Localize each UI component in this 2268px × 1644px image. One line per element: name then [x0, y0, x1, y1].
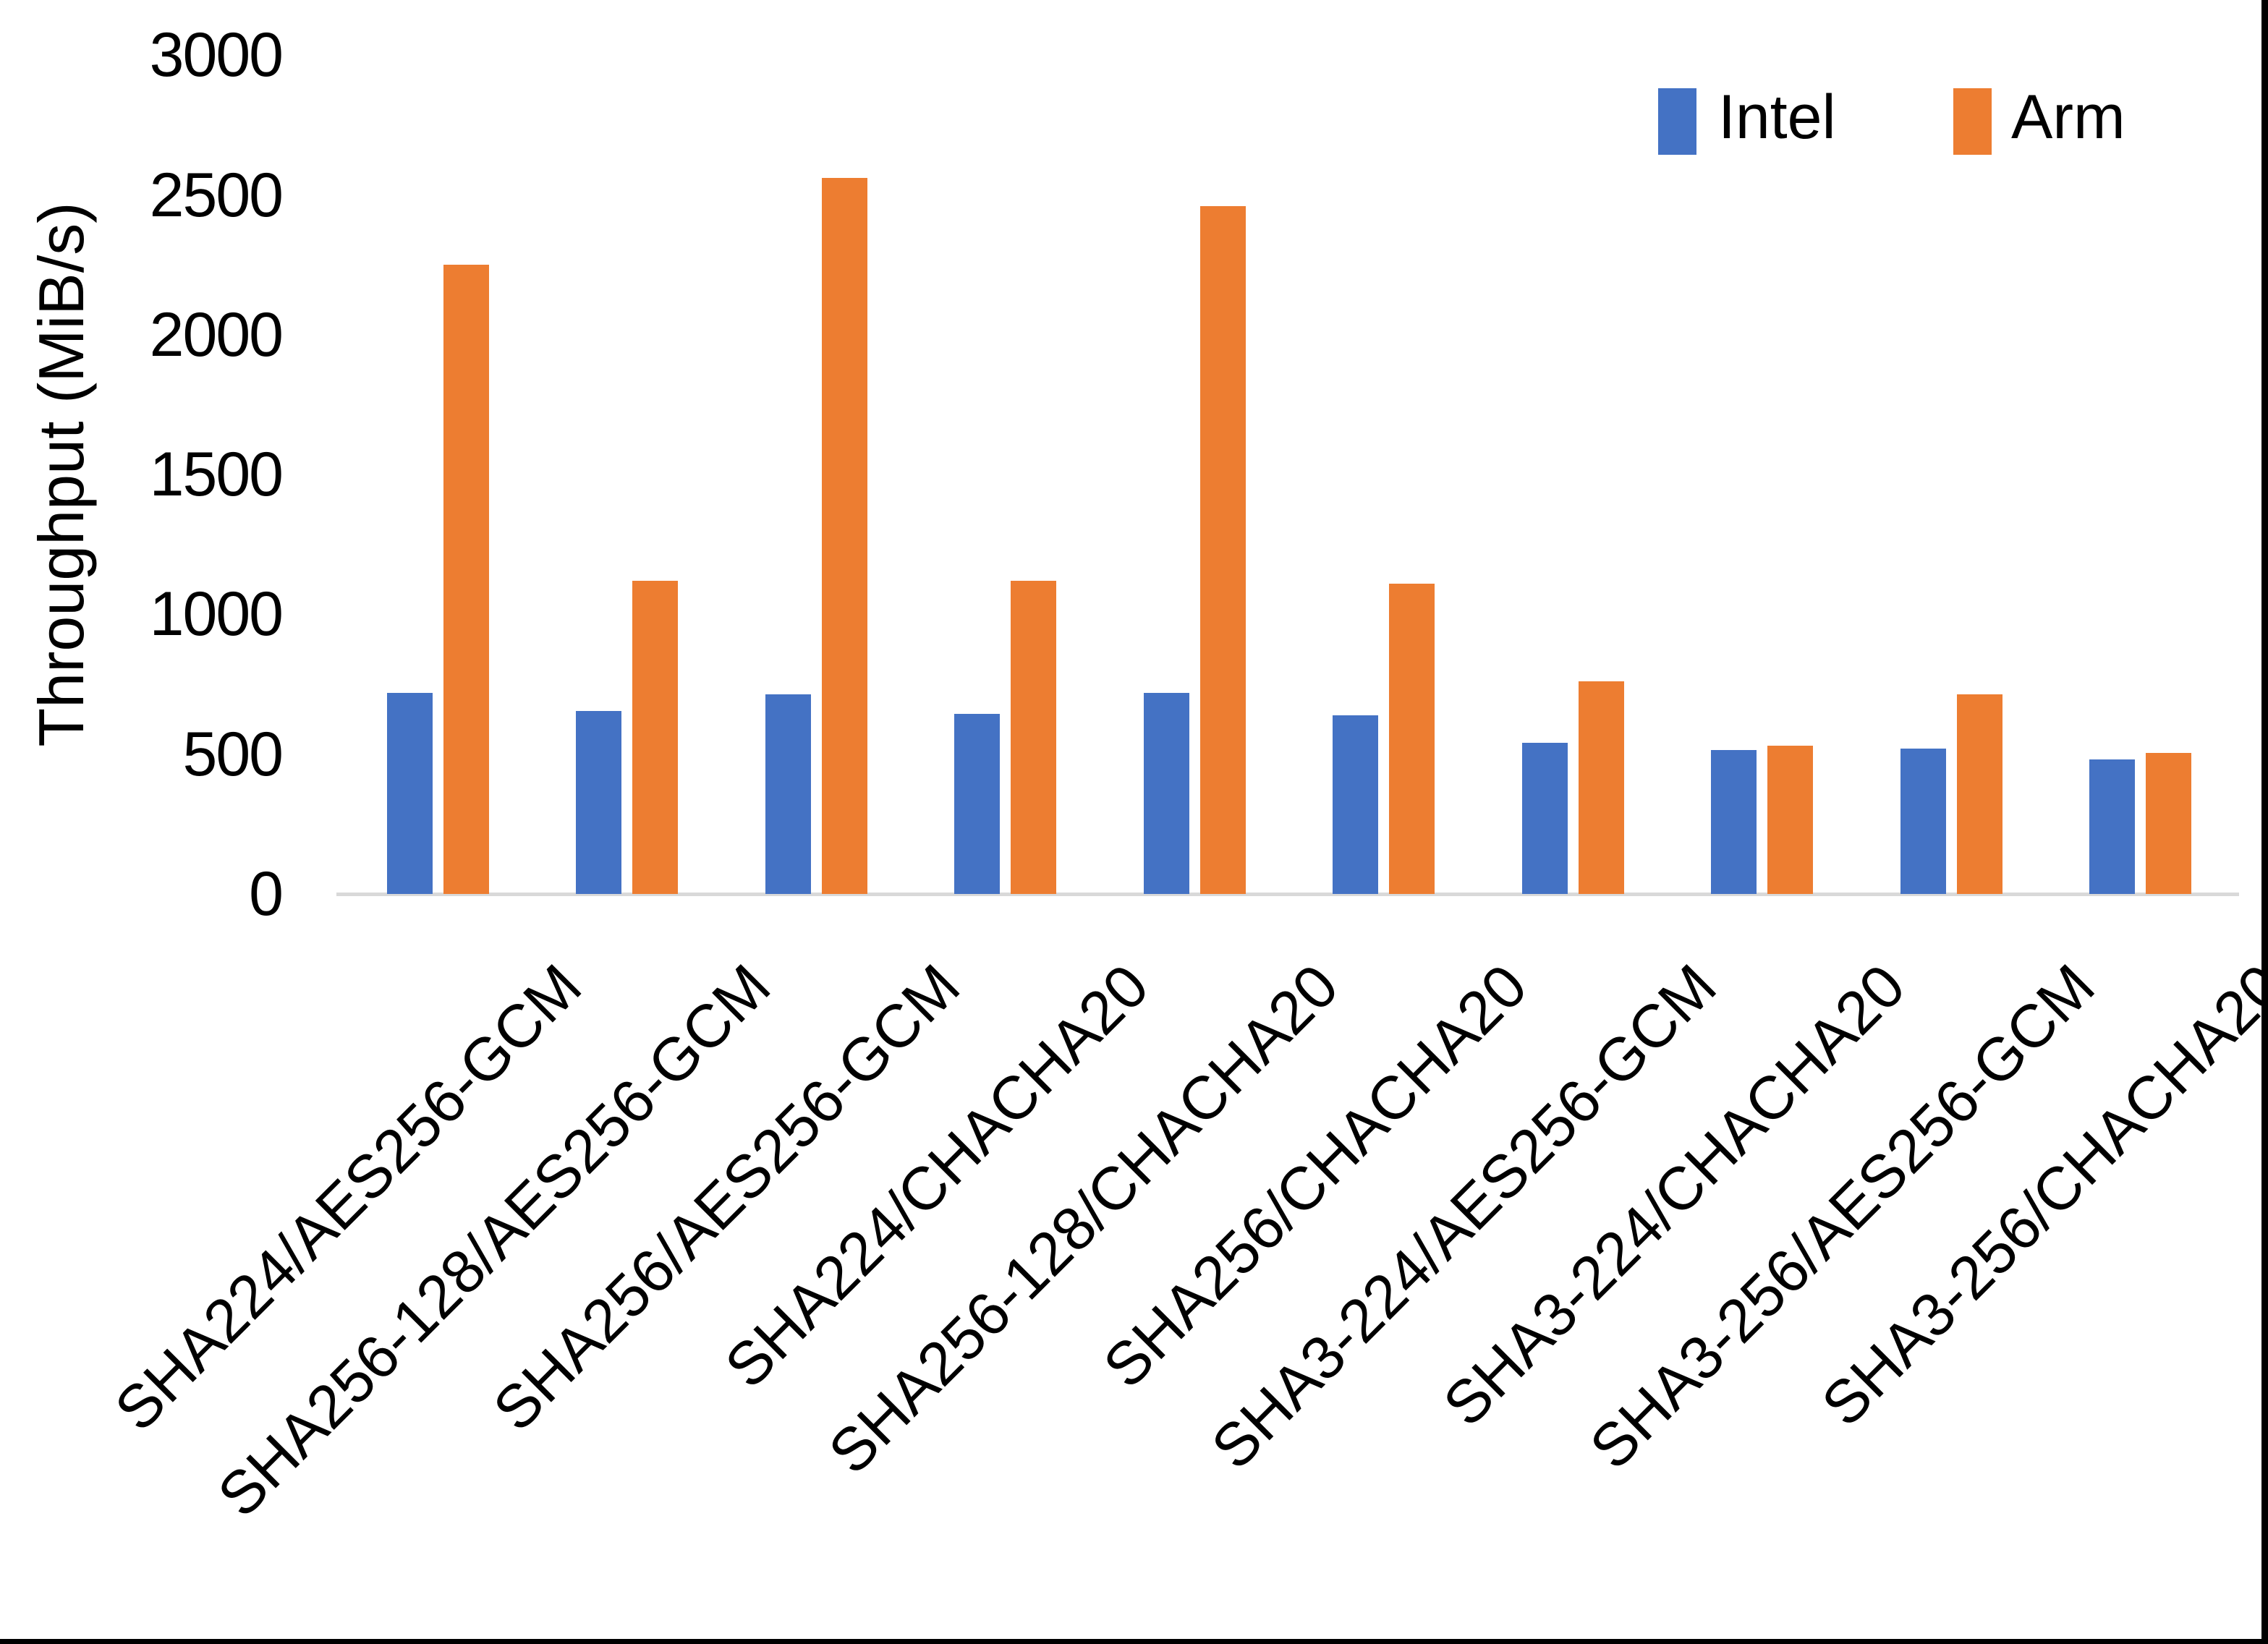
y-tick-label: 1000 — [149, 579, 284, 649]
y-tick-label: 0 — [249, 859, 284, 929]
arm-bar — [1199, 206, 1246, 894]
arm-bar — [443, 265, 489, 894]
legend-label-arm: Arm — [2011, 82, 2125, 152]
page-edge-bottom — [0, 1639, 2268, 1644]
intel-bar — [954, 714, 1000, 894]
y-tick-label: 2500 — [149, 160, 284, 230]
intel-bar — [765, 694, 811, 894]
intel-bar — [1711, 750, 1757, 894]
legend-label-intel: Intel — [1718, 82, 1836, 152]
intel-bar — [1143, 693, 1189, 894]
x-axis-line — [336, 893, 2239, 896]
arm-bar — [1767, 746, 1813, 894]
arm-bar — [1389, 584, 1435, 894]
legend-swatch-intel — [1658, 88, 1696, 155]
intel-bar — [2089, 759, 2135, 894]
intel-bar — [576, 711, 621, 894]
arm-bar — [1956, 694, 2002, 894]
arm-bar — [1011, 581, 1056, 894]
arm-bar — [1578, 681, 1624, 894]
intel-bar — [1521, 743, 1568, 894]
page-edge-right — [2261, 0, 2268, 1644]
y-tick-label: 2000 — [149, 299, 284, 370]
arm-bar — [2146, 753, 2191, 894]
arm-bar — [821, 178, 867, 894]
intel-bar — [1900, 749, 1946, 894]
arm-bar — [632, 581, 678, 894]
intel-bar — [1333, 715, 1378, 894]
intel-bar — [386, 693, 433, 894]
y-tick-label: 1500 — [149, 440, 284, 510]
y-tick-label: 500 — [182, 719, 284, 789]
legend-swatch-arm — [1953, 88, 1992, 155]
y-tick-label: 3000 — [149, 20, 284, 90]
